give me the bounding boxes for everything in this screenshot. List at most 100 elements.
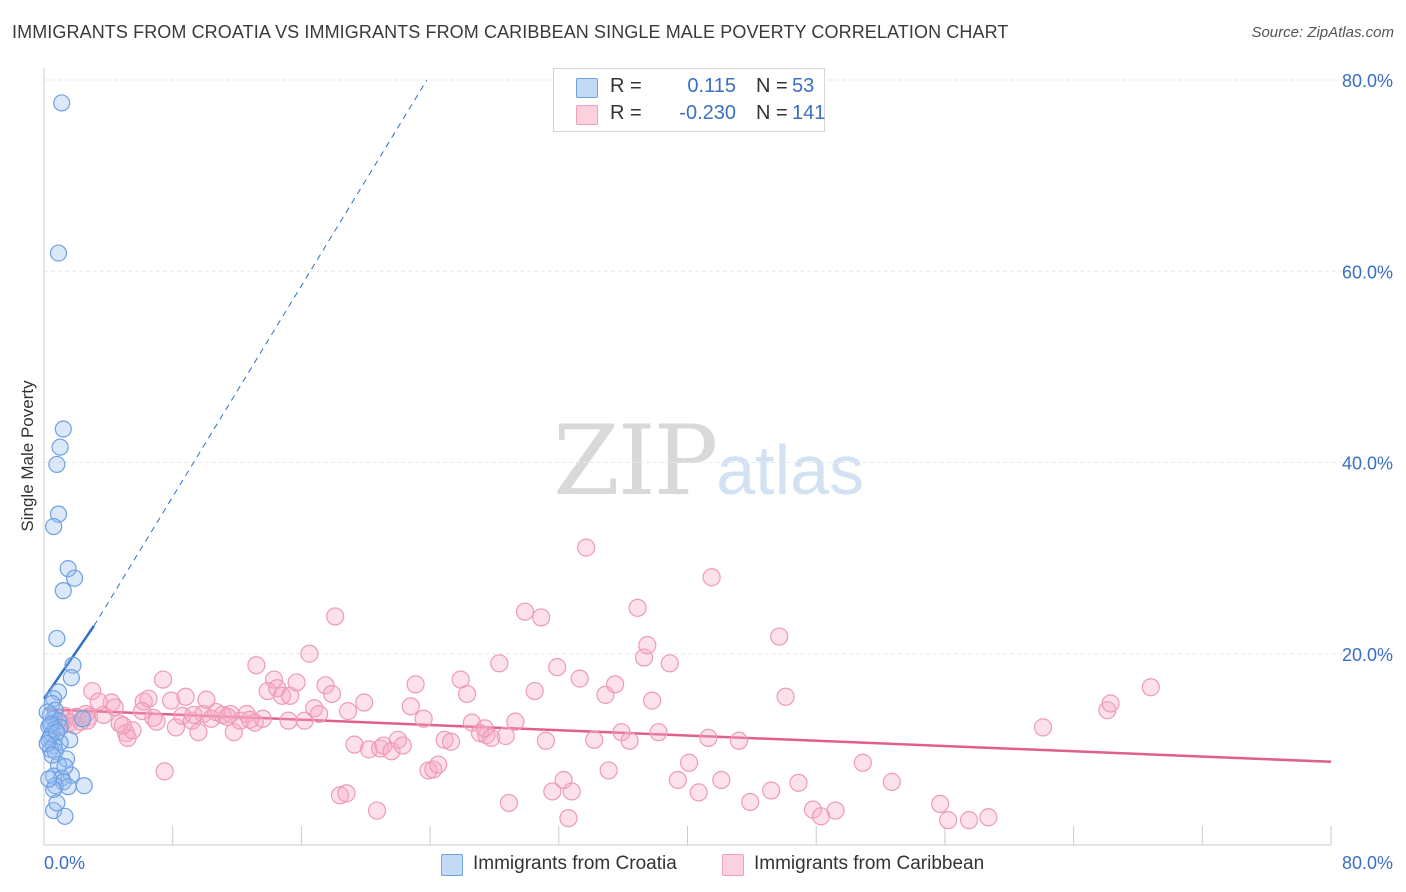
- croatia-point: [65, 569, 84, 587]
- caribbean-point: [429, 755, 448, 774]
- caribbean-point: [515, 602, 535, 621]
- bottom-legend-swatch-croatia: [441, 854, 463, 876]
- caribbean-point: [287, 673, 306, 692]
- caribbean-point: [826, 801, 845, 820]
- caribbean-point: [689, 783, 708, 802]
- caribbean-point: [155, 762, 174, 781]
- caribbean-point: [367, 801, 387, 820]
- caribbean-point: [176, 687, 195, 706]
- legend-n-label: N =: [756, 75, 788, 97]
- axes: [43, 68, 1332, 846]
- y-tick-label: 60.0%: [1342, 262, 1393, 282]
- caribbean-point: [620, 731, 639, 750]
- watermark-atlas: atlas: [716, 431, 865, 509]
- croatia-point: [59, 778, 77, 796]
- croatia-point: [45, 780, 63, 799]
- caribbean-point: [939, 811, 958, 830]
- caribbean-point: [606, 675, 625, 694]
- croatia-point: [62, 669, 80, 687]
- croatia-point: [74, 710, 92, 728]
- caribbean-point: [441, 732, 461, 751]
- caribbean-point: [712, 770, 731, 790]
- croatia-point: [56, 757, 74, 776]
- caribbean-point: [776, 687, 795, 706]
- croatia-point: [53, 94, 71, 112]
- croatia-point: [49, 244, 68, 262]
- bottom-legend-swatch-caribbean: [722, 854, 744, 876]
- caribbean-point: [789, 773, 808, 792]
- caribbean-point: [559, 809, 578, 828]
- legend-swatch-croatia: [576, 78, 598, 98]
- caribbean-point: [853, 753, 872, 772]
- legend-r-value: 0.115: [687, 75, 736, 97]
- caribbean-point: [1033, 718, 1053, 737]
- caribbean-point: [490, 654, 509, 673]
- caribbean-point: [253, 709, 272, 728]
- caribbean-point: [414, 709, 433, 728]
- caribbean-point: [532, 608, 551, 627]
- legend-r-label: R =: [610, 102, 642, 124]
- croatia-point: [48, 794, 66, 812]
- caribbean-point: [401, 697, 420, 716]
- caribbean-point: [668, 770, 687, 790]
- croatia-trend-dashed: [93, 79, 428, 627]
- caribbean-point: [184, 705, 203, 725]
- caribbean-point: [762, 781, 781, 800]
- croatia-point: [43, 746, 61, 764]
- legend-n-value: 141: [792, 102, 826, 124]
- caribbean-point: [562, 782, 581, 801]
- caribbean-point: [506, 712, 525, 731]
- y-axis-label: Single Male Poverty: [18, 380, 37, 532]
- caribbean-point: [240, 710, 260, 729]
- caribbean-point: [585, 730, 604, 749]
- caribbean-point: [649, 723, 668, 742]
- caribbean-point: [305, 699, 324, 718]
- croatia-point: [64, 656, 82, 674]
- caribbean-point: [979, 808, 998, 827]
- caribbean-point: [702, 568, 721, 587]
- caribbean-point: [161, 691, 181, 710]
- legend-r-label: R =: [610, 75, 642, 97]
- croatia-point: [51, 438, 69, 456]
- caribbean-point: [326, 607, 345, 626]
- caribbean-point: [435, 730, 454, 749]
- correlation-legend: R = 0.115 N = 53 R = -0.230 N = 141: [553, 68, 825, 132]
- croatia-point: [45, 517, 63, 536]
- data-points: [38, 94, 1160, 830]
- caribbean-point: [680, 753, 699, 772]
- caribbean-point: [153, 670, 173, 689]
- caribbean-point: [475, 719, 494, 738]
- caribbean-point: [660, 654, 679, 673]
- croatia-point: [59, 560, 77, 578]
- caribbean-point: [224, 723, 243, 742]
- caribbean-point: [458, 684, 477, 704]
- caribbean-point: [322, 684, 342, 704]
- caribbean-point: [388, 730, 408, 749]
- caribbean-point: [930, 794, 950, 813]
- croatia-point: [75, 777, 93, 795]
- caribbean-point: [496, 726, 515, 746]
- croatia-point: [61, 731, 79, 749]
- caribbean-point: [628, 598, 647, 617]
- croatia-point: [54, 420, 72, 438]
- caribbean-point: [548, 658, 567, 677]
- bottom-legend-label-caribbean: Immigrants from Caribbean: [754, 853, 985, 874]
- caribbean-point: [300, 644, 319, 663]
- caribbean-point: [189, 723, 208, 742]
- source-label: Source: ZipAtlas.com: [1251, 24, 1394, 41]
- grid-lines: [44, 79, 1391, 655]
- watermark-zip: ZIP: [553, 405, 718, 517]
- caribbean-point: [247, 656, 266, 675]
- caribbean-point: [345, 735, 364, 754]
- trend-lines: [42, 79, 1332, 764]
- caribbean-point: [638, 636, 657, 655]
- y-tick-label: 80.0%: [1342, 71, 1393, 91]
- y-tick-label: 40.0%: [1342, 454, 1393, 474]
- caribbean-point: [1101, 694, 1120, 713]
- caribbean-point: [959, 811, 979, 830]
- caribbean-point: [543, 782, 562, 801]
- legend-swatch-caribbean: [576, 105, 598, 125]
- watermark: ZIPatlas: [553, 405, 864, 517]
- croatia-point: [56, 807, 74, 825]
- x-tick-label: 80.0%: [1342, 853, 1393, 873]
